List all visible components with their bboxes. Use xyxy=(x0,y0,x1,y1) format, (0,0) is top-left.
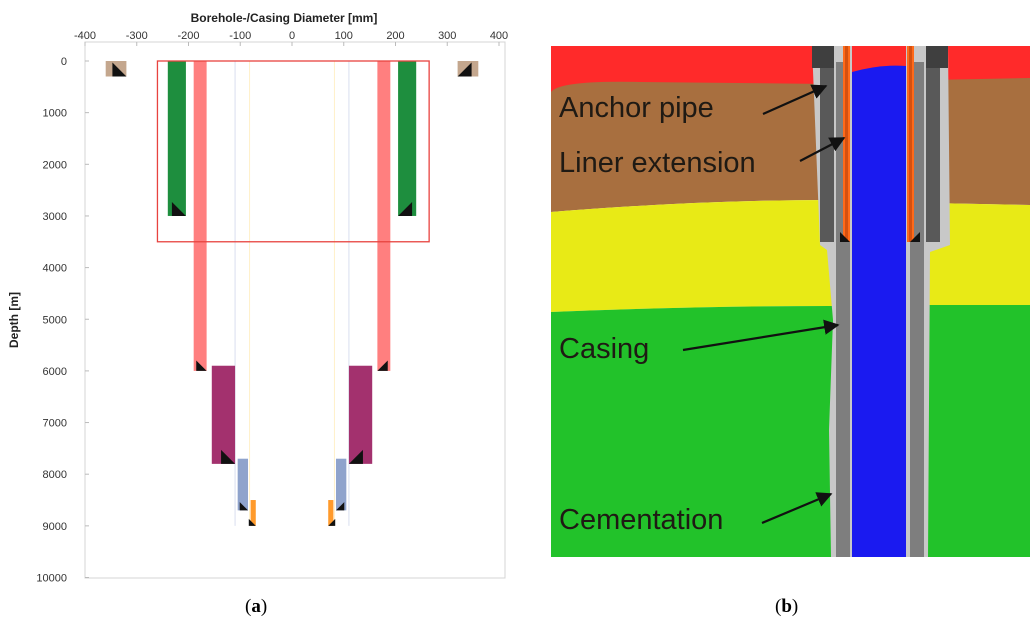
x-tick-label: -100 xyxy=(229,30,251,42)
anchor-head-left xyxy=(812,46,834,68)
casing-intermediate xyxy=(193,61,207,371)
x-tick-label: 100 xyxy=(335,30,353,42)
liner-shoe-left xyxy=(840,232,850,242)
arrow-cementation xyxy=(761,492,833,525)
casing-shoe xyxy=(171,201,186,216)
label-cementation: Cementation xyxy=(559,504,723,536)
casing-shoe xyxy=(398,201,413,216)
panel-b-label: (b) xyxy=(775,596,799,617)
casing-shoe xyxy=(248,518,256,526)
fluid-column xyxy=(852,65,906,557)
y-tick-label: 3000 xyxy=(43,211,67,223)
casing-shoe xyxy=(457,62,472,77)
y-tick-label: 10000 xyxy=(36,573,67,585)
casing-shoe xyxy=(335,502,345,511)
plot-frame xyxy=(84,41,506,579)
y-tick-label: 8000 xyxy=(43,469,67,481)
y-tick-label: 0 xyxy=(61,56,67,68)
y-tick-label: 7000 xyxy=(43,418,67,430)
y-tick-labels: 0 1000 2000 3000 4000 5000 6000 7000 8000 9000 100… xyxy=(36,56,67,585)
casing-anchor xyxy=(167,61,186,216)
liner-right-inner xyxy=(909,46,912,242)
casing-shoe xyxy=(377,360,388,371)
panel-a-letter: a xyxy=(251,596,261,617)
casing-shoe xyxy=(196,360,207,371)
layer-yellow xyxy=(551,200,1030,312)
panel-a: Borehole-/Casing Diameter [mm] -400 -300-… xyxy=(7,11,508,585)
casing-anchor xyxy=(398,61,417,216)
x-tick-label: -300 xyxy=(126,30,148,42)
panel-b: Anchor pipe Liner extension Casing Cemen… xyxy=(551,46,1030,557)
liner-left-inner xyxy=(845,46,848,242)
casing-shoe xyxy=(348,449,363,464)
arrow-casing xyxy=(682,319,840,352)
casing-liner-1 xyxy=(348,365,373,464)
tick-marks xyxy=(84,42,500,578)
casing-liner-2 xyxy=(237,458,249,511)
casing-shoe xyxy=(328,518,336,526)
highlight-box xyxy=(156,60,430,243)
liner-shoe-right xyxy=(910,232,920,242)
x-tick-label: 300 xyxy=(438,30,456,42)
x-tick-label: 400 xyxy=(490,30,508,42)
casing-intermediate xyxy=(377,61,391,371)
y-tick-label: 5000 xyxy=(43,314,67,326)
label-casing: Casing xyxy=(559,333,649,365)
label-liner-extension: Liner extension xyxy=(559,147,756,179)
arrow-anchor-pipe xyxy=(762,84,828,116)
x-tick-labels: -400 -300 -200 -100 0 100 200 300 400 xyxy=(74,30,508,42)
x-tick-label: -400 xyxy=(74,30,96,42)
anchor-head-right xyxy=(926,46,948,68)
x-tick-label: -200 xyxy=(177,30,199,42)
panel-b-letter: b xyxy=(781,596,792,617)
guide-lines xyxy=(234,61,350,526)
casing-liner-1 xyxy=(211,365,236,464)
arrow-liner-extension xyxy=(799,137,846,162)
x-tick-label: 0 xyxy=(289,30,295,42)
x-tick-label: 200 xyxy=(386,30,404,42)
casing-shoe xyxy=(112,62,127,77)
casing-strings xyxy=(105,61,479,526)
casing-shoe xyxy=(221,449,236,464)
y-tick-label: 9000 xyxy=(43,521,67,533)
y-axis-title: Depth [m] xyxy=(7,292,21,348)
y-tick-label: 1000 xyxy=(43,108,67,120)
panel-a-label: (a) xyxy=(245,596,268,617)
casing-liner-2 xyxy=(335,458,347,511)
label-anchor-pipe: Anchor pipe xyxy=(559,92,714,124)
casing-shoe xyxy=(239,502,249,511)
y-tick-label: 4000 xyxy=(43,263,67,275)
casing-liner-3 xyxy=(250,500,256,526)
casing-liner-3 xyxy=(328,500,334,526)
x-axis-title: Borehole-/Casing Diameter [mm] xyxy=(191,11,378,25)
y-tick-label: 6000 xyxy=(43,366,67,378)
y-tick-label: 2000 xyxy=(43,159,67,171)
anchor-right xyxy=(926,46,940,242)
